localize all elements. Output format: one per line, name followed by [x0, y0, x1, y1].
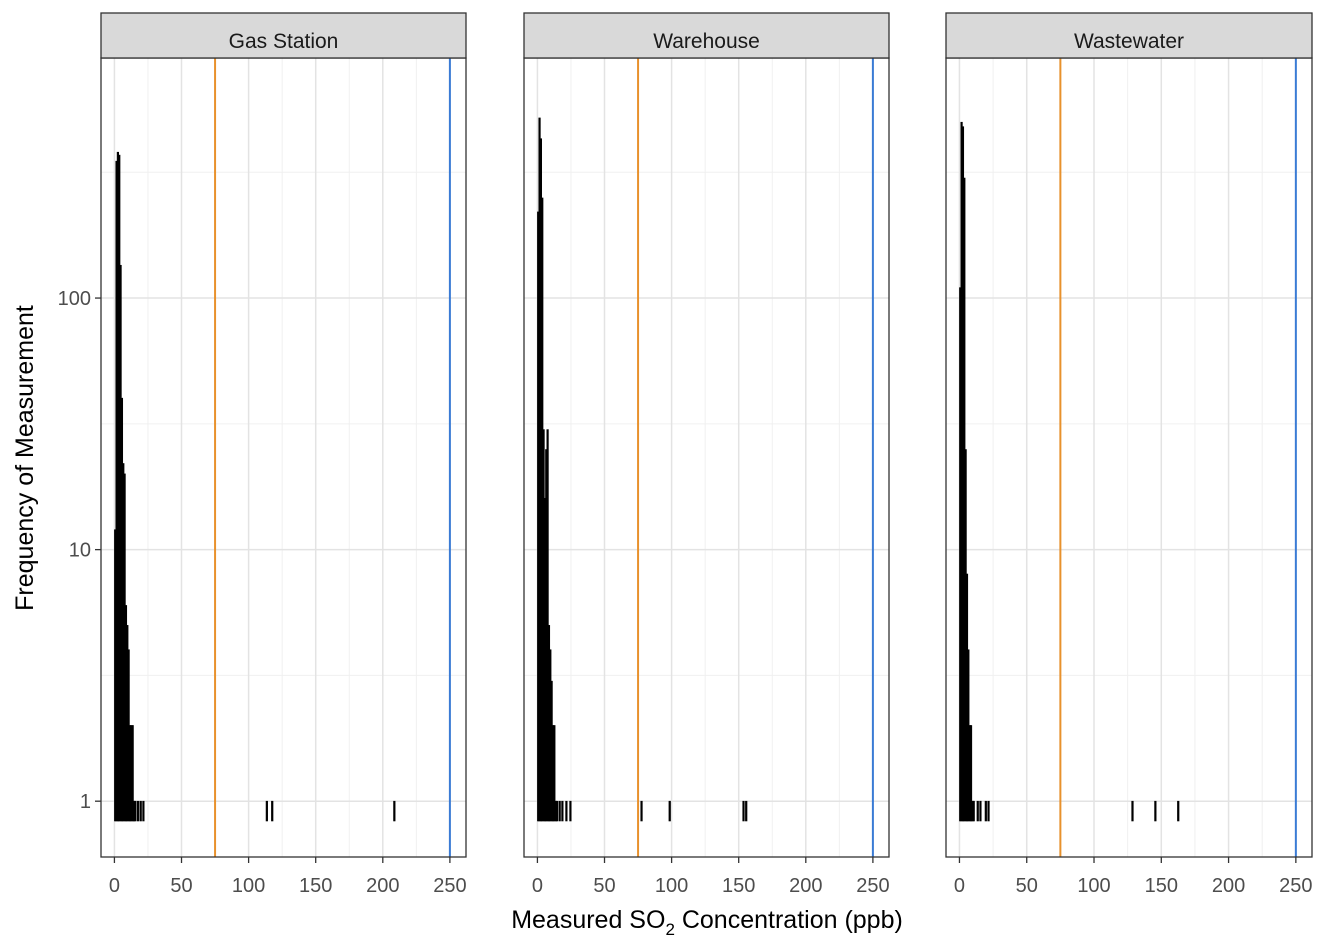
histogram-bar [558, 800, 561, 822]
x-axis-label-subscript: 2 [665, 920, 674, 939]
histogram-bar [976, 800, 979, 822]
facet-panel-0: Gas Station 0 50 100 150 200 250 [100, 12, 467, 897]
panel-background [946, 58, 1312, 857]
histogram-bar [979, 800, 982, 822]
x-tick-label: 100 [1077, 875, 1110, 897]
panel-background [101, 58, 466, 857]
y-tick-label: 1 [80, 791, 91, 813]
histogram-bar [561, 800, 564, 822]
histogram-bar [745, 800, 748, 822]
x-axis-label-main: Measured SO [511, 906, 665, 934]
x-tick-label: 50 [593, 875, 615, 897]
x-axis-label: Measured SO2 Concentration (ppb) [511, 906, 903, 939]
histogram-bar [555, 800, 559, 822]
y-tick-label: 10 [69, 540, 91, 562]
x-tick-label: 200 [789, 875, 822, 897]
x-tick-label: 100 [655, 875, 688, 897]
x-tick-label: 200 [366, 875, 399, 897]
histogram-bar [972, 800, 975, 822]
histogram-bar [553, 725, 556, 822]
histogram-bar [1131, 800, 1134, 822]
histogram-bar [142, 800, 145, 822]
histogram-bar [668, 800, 671, 822]
x-tick-label: 150 [1145, 875, 1178, 897]
histogram-bar [136, 800, 140, 822]
facet-strip [523, 12, 890, 59]
x-tick-label: 0 [532, 875, 543, 897]
y-axis: 1 10 100 [58, 288, 101, 813]
y-tick-label: 100 [58, 288, 91, 310]
y-axis-label: Frequency of Measurement [11, 305, 39, 611]
facet-panel-1: Warehouse 0 50 100 150 200 250 [523, 12, 890, 897]
histogram-bar [265, 800, 268, 822]
facet-panel-2: Wastewater 0 50 100 150 200 250 [945, 12, 1313, 897]
facet-strip-label: Warehouse [653, 30, 760, 53]
x-tick-label: 0 [109, 875, 120, 897]
histogram-bar [565, 800, 568, 822]
histogram-bar [393, 800, 396, 822]
facet-strip-label: Wastewater [1074, 30, 1184, 53]
x-tick-label: 250 [856, 875, 889, 897]
x-tick-label: 50 [170, 875, 192, 897]
x-tick-label: 50 [1016, 875, 1038, 897]
x-tick-label: 250 [1279, 875, 1312, 897]
histogram-bar [742, 800, 745, 822]
facet-strip-label: Gas Station [229, 30, 339, 53]
facet-strip [945, 12, 1313, 59]
facet-panels: Gas Station 0 50 100 150 200 250 Warehouse 0 50 10… [100, 12, 1313, 897]
x-tick-label: 150 [722, 875, 755, 897]
histogram-bar [131, 725, 134, 822]
histogram-bar [134, 800, 137, 822]
histogram-bar [569, 800, 572, 822]
x-tick-label: 150 [299, 875, 332, 897]
x-tick-label: 200 [1212, 875, 1245, 897]
histogram-bar [640, 800, 643, 822]
histogram-bar [969, 725, 973, 822]
histogram-bar [139, 800, 142, 822]
histogram-bar [1177, 800, 1180, 822]
histogram-bar [987, 800, 990, 822]
histogram-bar [271, 800, 274, 822]
histogram-bar [1154, 800, 1157, 822]
x-axis-label-rest: Concentration (ppb) [675, 906, 903, 934]
x-tick-label: 250 [433, 875, 466, 897]
x-tick-label: 100 [232, 875, 265, 897]
panel-background [524, 58, 889, 857]
facet-strip [100, 12, 467, 59]
x-tick-label: 0 [954, 875, 965, 897]
histogram-bar [984, 800, 987, 822]
